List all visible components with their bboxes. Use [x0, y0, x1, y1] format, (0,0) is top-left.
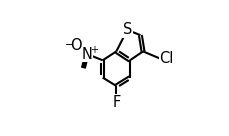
Text: F: F	[112, 95, 120, 110]
Text: N: N	[82, 47, 93, 61]
Text: −: −	[65, 40, 74, 50]
Text: O: O	[70, 38, 81, 53]
Text: +: +	[90, 45, 98, 55]
Text: S: S	[123, 22, 132, 37]
Text: Cl: Cl	[159, 51, 174, 66]
